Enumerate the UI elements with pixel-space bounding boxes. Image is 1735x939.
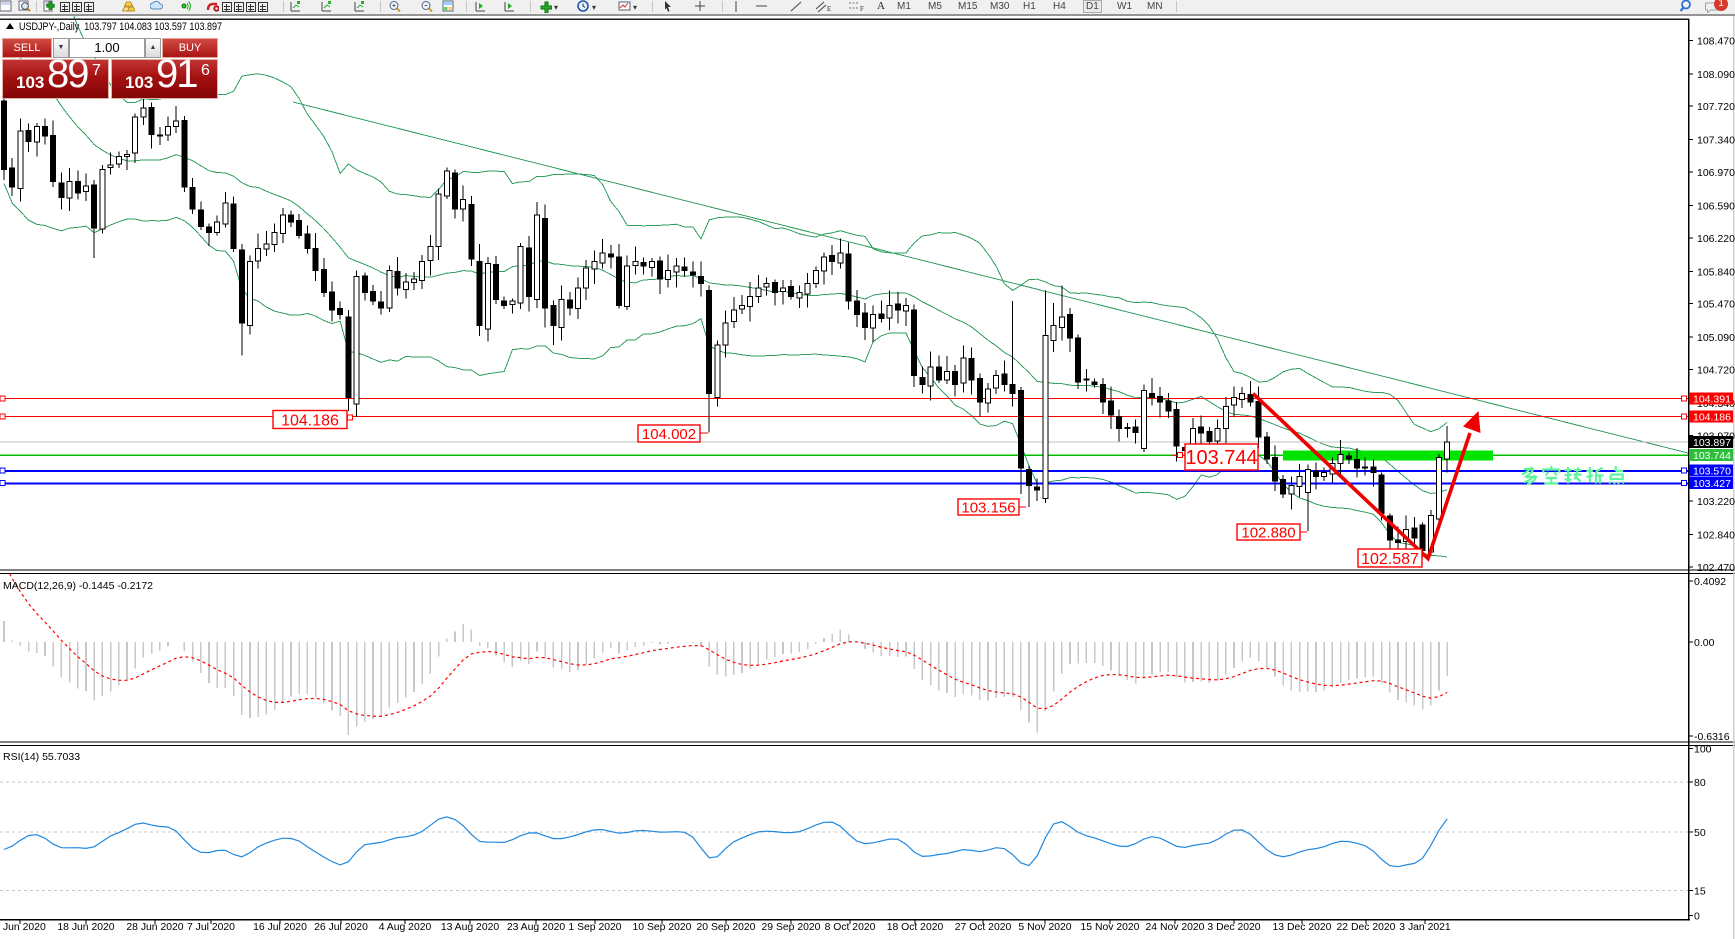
svg-text:105.090: 105.090: [1697, 332, 1735, 344]
svg-text:1 Sep 2020: 1 Sep 2020: [568, 922, 621, 933]
svg-text:15 Nov 2020: 15 Nov 2020: [1081, 922, 1140, 933]
svg-text:24 Nov 2020: 24 Nov 2020: [1146, 922, 1205, 933]
svg-text:106.590: 106.590: [1697, 200, 1735, 212]
svg-text:103.220: 103.220: [1697, 496, 1735, 508]
svg-text:USDJPY-,Daily 103.797 104.083: USDJPY-,Daily 103.797 104.083 103.597 10…: [19, 21, 222, 33]
svg-text:16 Jul 2020: 16 Jul 2020: [253, 922, 307, 933]
svg-text:29 Sep 2020: 29 Sep 2020: [762, 922, 821, 933]
svg-text:5 Nov 2020: 5 Nov 2020: [1018, 922, 1071, 933]
svg-text:103.570: 103.570: [1693, 466, 1731, 478]
svg-text:3 Dec 2020: 3 Dec 2020: [1207, 922, 1260, 933]
svg-text:-0.6316: -0.6316: [1694, 731, 1730, 743]
svg-text:104.186: 104.186: [281, 412, 339, 429]
svg-text:107.340: 107.340: [1697, 135, 1735, 147]
svg-text:105.840: 105.840: [1697, 266, 1735, 278]
svg-text:104.002: 104.002: [642, 426, 696, 443]
svg-text:MACD(12,26,9) -0.1445 -0.2172: MACD(12,26,9) -0.1445 -0.2172: [3, 580, 153, 592]
svg-text:103.744: 103.744: [1185, 447, 1257, 469]
svg-text:26 Jul 2020: 26 Jul 2020: [314, 922, 368, 933]
svg-text:18 Oct 2020: 18 Oct 2020: [887, 922, 944, 933]
svg-text:28 Jun 2020: 28 Jun 2020: [126, 922, 183, 933]
svg-text:20 Sep 2020: 20 Sep 2020: [697, 922, 756, 933]
svg-text:102.880: 102.880: [1241, 524, 1295, 541]
svg-text:15: 15: [1694, 885, 1706, 897]
svg-text:18 Jun 2020: 18 Jun 2020: [57, 922, 114, 933]
svg-text:100: 100: [1694, 744, 1712, 756]
svg-text:0.4092: 0.4092: [1694, 576, 1726, 588]
svg-text:106.220: 106.220: [1697, 233, 1735, 245]
svg-text:22 Dec 2020: 22 Dec 2020: [1337, 922, 1396, 933]
svg-text:80: 80: [1694, 777, 1706, 789]
svg-text:102.587: 102.587: [1361, 551, 1419, 568]
svg-text:108.090: 108.090: [1697, 69, 1735, 81]
svg-text:13 Dec 2020: 13 Dec 2020: [1273, 922, 1332, 933]
svg-text:104.720: 104.720: [1697, 365, 1735, 377]
svg-text:0.00: 0.00: [1694, 637, 1715, 649]
svg-text:3 Jan 2021: 3 Jan 2021: [1399, 922, 1451, 933]
svg-text:27 Oct 2020: 27 Oct 2020: [955, 922, 1012, 933]
svg-text:107.720: 107.720: [1697, 101, 1735, 113]
svg-text:7 Jul 2020: 7 Jul 2020: [187, 922, 235, 933]
svg-text:106.970: 106.970: [1697, 167, 1735, 179]
svg-text:102.840: 102.840: [1697, 530, 1735, 542]
svg-text:105.470: 105.470: [1697, 299, 1735, 311]
svg-text:103.897: 103.897: [1693, 437, 1731, 449]
svg-text:4 Aug 2020: 4 Aug 2020: [379, 922, 432, 933]
svg-text:23 Aug 2020: 23 Aug 2020: [507, 922, 566, 933]
svg-text:8 Jun 2020: 8 Jun 2020: [0, 922, 46, 933]
svg-text:8 Oct 2020: 8 Oct 2020: [825, 922, 876, 933]
svg-text:103.156: 103.156: [961, 499, 1015, 516]
svg-text:108.470: 108.470: [1697, 35, 1735, 47]
svg-text:0: 0: [1694, 910, 1700, 922]
svg-text:50: 50: [1694, 827, 1706, 839]
svg-text:104.391: 104.391: [1693, 394, 1731, 406]
svg-text:103.427: 103.427: [1693, 478, 1731, 490]
svg-text:RSI(14) 55.7033: RSI(14) 55.7033: [3, 751, 80, 763]
svg-text:13 Aug 2020: 13 Aug 2020: [441, 922, 500, 933]
svg-text:103.744: 103.744: [1693, 450, 1731, 462]
svg-text:104.186: 104.186: [1693, 411, 1731, 423]
svg-text:102.470: 102.470: [1697, 562, 1735, 574]
svg-text:10 Sep 2020: 10 Sep 2020: [633, 922, 692, 933]
